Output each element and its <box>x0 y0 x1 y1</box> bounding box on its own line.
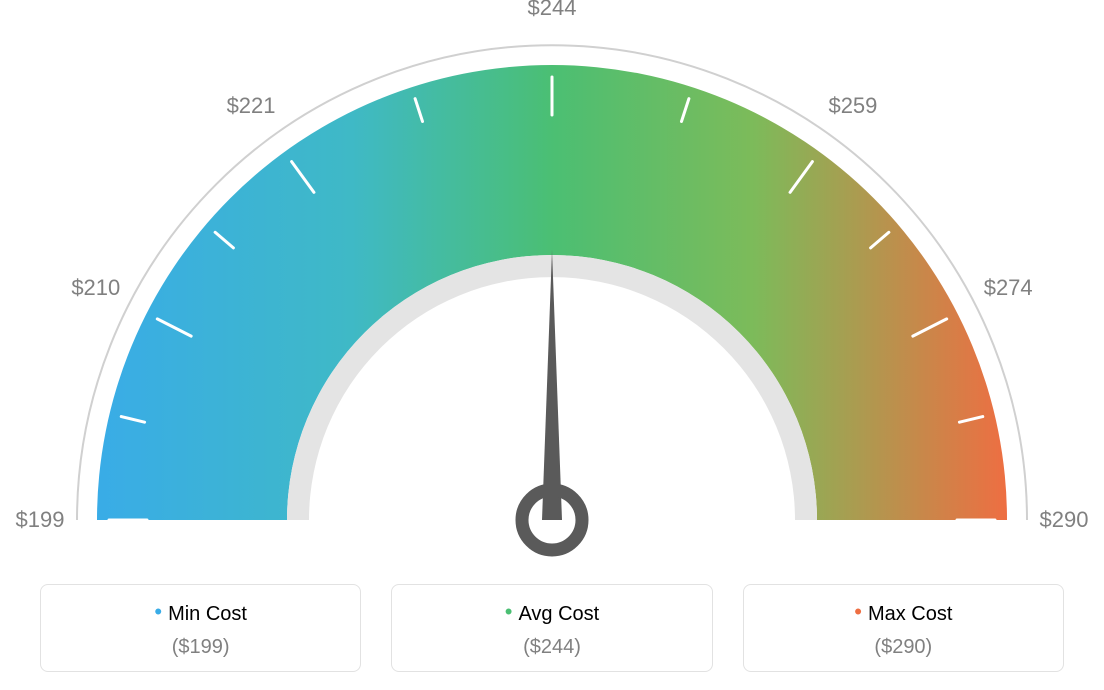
gauge-tick-label: $259 <box>828 93 877 119</box>
legend-card-max: • Max Cost ($290) <box>743 584 1064 672</box>
gauge-tick-label: $210 <box>71 275 120 301</box>
gauge-tick-label: $199 <box>16 507 65 533</box>
gauge-tick-label: $274 <box>984 275 1033 301</box>
legend-max-label: Max Cost <box>868 603 952 625</box>
gauge-tick-label: $244 <box>528 0 577 21</box>
legend-avg-title: •Avg Cost <box>392 599 711 626</box>
legend-avg-value: ($244) <box>392 636 711 659</box>
legend-card-min: • Min Cost ($199) <box>40 584 361 672</box>
legend-avg-label: Avg Cost <box>518 603 599 625</box>
legend-max-title: • Max Cost <box>744 599 1063 626</box>
legend-card-avg: •Avg Cost ($244) <box>391 584 712 672</box>
legend-row: •Min Cost ($199) •Avg Cost ($244) •Max C… <box>0 584 1104 672</box>
legend-max-value: ($290) <box>744 636 1063 659</box>
legend-min-value: ($199) <box>41 636 360 659</box>
gauge-tick-label: $221 <box>227 93 276 119</box>
gauge-svg <box>0 0 1104 570</box>
legend-min-dot-icon: • <box>154 599 162 624</box>
gauge-tick-label: $290 <box>1040 507 1089 533</box>
cost-gauge: $199 $210 $221 $244 $259 $274 $290 <box>0 0 1104 570</box>
legend-avg-dot-icon: • <box>505 599 513 624</box>
legend-min-label: Min Cost <box>168 603 247 625</box>
legend-max-dot-icon: • <box>854 599 862 624</box>
legend-min-title: • Min Cost <box>41 599 360 626</box>
